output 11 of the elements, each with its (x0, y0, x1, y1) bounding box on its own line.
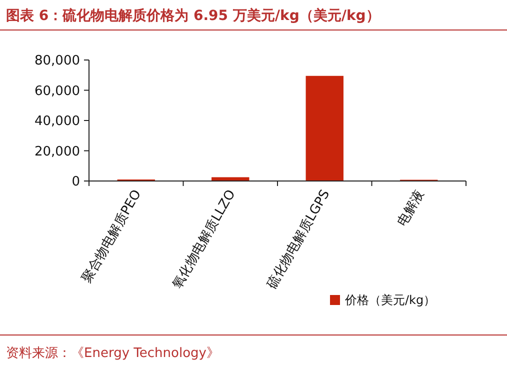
x-tick-label: 电解液 (394, 188, 428, 229)
bar (212, 177, 250, 181)
text: 资料来源：《Energy Technology》 (6, 346, 220, 361)
chart-title: 图表 6：硫化物电解质价格为 6.95 万美元/kg（美元/kg） (6, 7, 380, 24)
bar (306, 76, 344, 181)
legend-label: 价格（美元/kg） (344, 293, 436, 308)
y-tick-label: 20,000 (34, 144, 80, 160)
y-tick-label: 60,000 (34, 84, 80, 99)
y-tick-label: 40,000 (34, 114, 80, 130)
y-tick-label: 0 (72, 174, 80, 190)
y-tick-label: 80,000 (34, 54, 80, 69)
